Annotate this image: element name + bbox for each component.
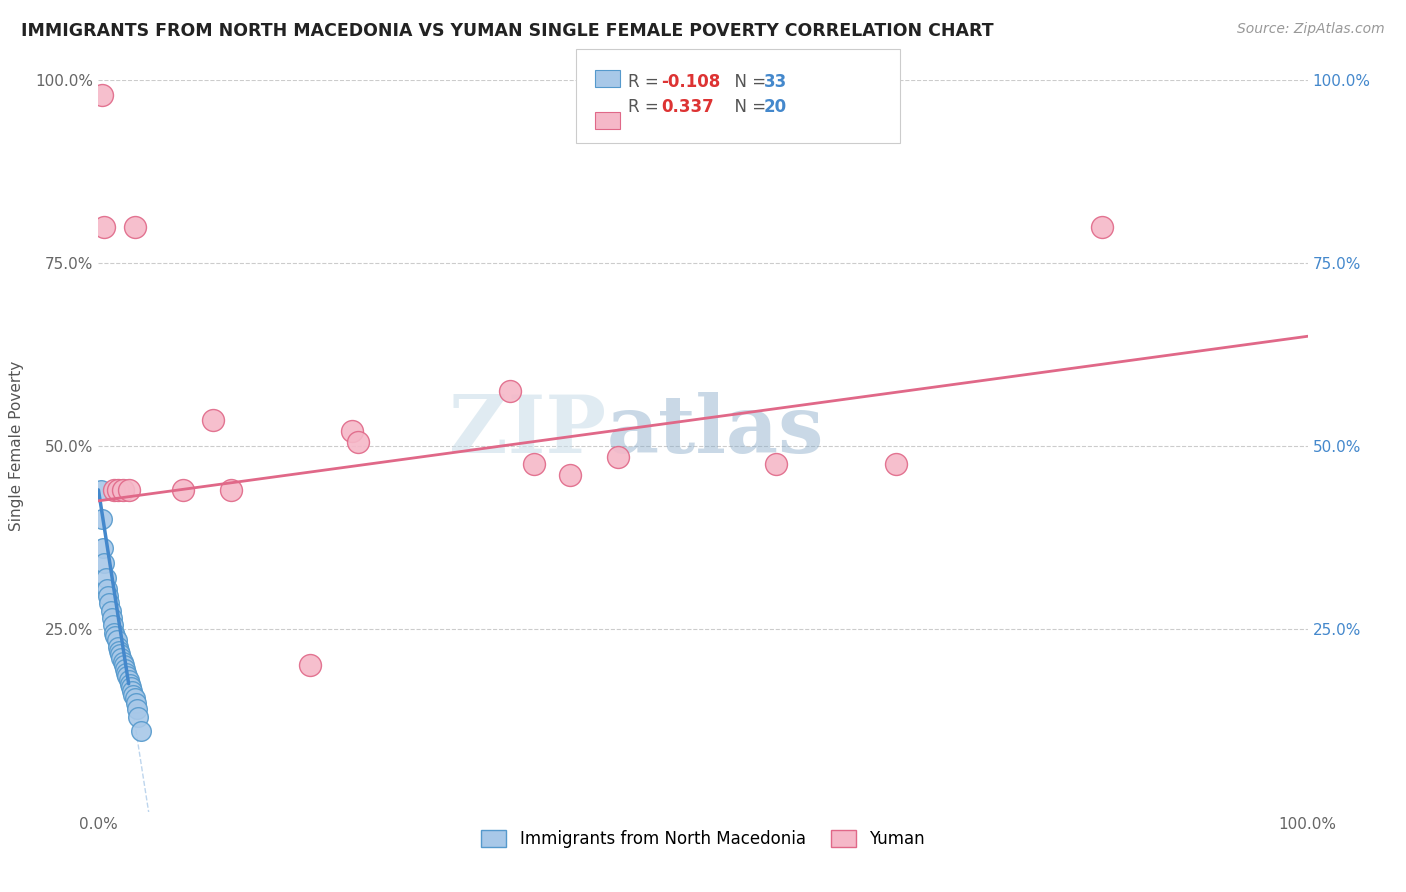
Point	[100, 603, 122, 617]
Point	[122, 688, 145, 702]
Point	[347, 435, 370, 450]
Text: IMMIGRANTS FROM NORTH MACEDONIA VS YUMAN SINGLE FEMALE POVERTY CORRELATION CHART: IMMIGRANTS FROM NORTH MACEDONIA VS YUMAN…	[21, 22, 994, 40]
Y-axis label: Single Female Poverty: Single Female Poverty	[10, 361, 24, 531]
Point	[91, 87, 114, 102]
Point	[110, 651, 132, 665]
Point	[124, 691, 146, 706]
Text: -0.108: -0.108	[661, 73, 720, 91]
Point	[118, 483, 141, 497]
Text: atlas: atlas	[606, 392, 824, 470]
Point	[93, 219, 115, 234]
Point	[111, 483, 134, 497]
Point	[111, 655, 134, 669]
Point	[118, 676, 141, 690]
Text: R =: R =	[628, 98, 665, 116]
Point	[121, 684, 143, 698]
Point	[100, 611, 122, 625]
Point	[125, 697, 148, 711]
Point	[108, 644, 131, 658]
Text: 20: 20	[763, 98, 786, 116]
Point	[221, 483, 243, 497]
Point	[558, 468, 581, 483]
Point	[97, 589, 120, 603]
Point	[117, 669, 139, 683]
Point	[523, 457, 546, 471]
Point	[90, 483, 112, 497]
Text: N =: N =	[724, 73, 772, 91]
Point	[342, 425, 364, 439]
Point	[91, 512, 114, 526]
Text: 33: 33	[763, 73, 787, 91]
Point	[107, 640, 129, 655]
Point	[607, 450, 630, 464]
Point	[108, 648, 131, 662]
Point	[115, 665, 138, 680]
Point	[1091, 219, 1114, 234]
Text: R =: R =	[628, 73, 665, 91]
Point	[101, 618, 124, 632]
Point	[202, 413, 225, 427]
Point	[94, 571, 117, 585]
Point	[498, 384, 520, 399]
Point	[93, 556, 115, 570]
Point	[98, 596, 121, 610]
Point	[127, 709, 149, 723]
Point	[112, 658, 135, 673]
Text: ZIP: ZIP	[450, 392, 606, 470]
Point	[107, 483, 129, 497]
Point	[129, 724, 152, 739]
Point	[172, 483, 194, 497]
Text: Source: ZipAtlas.com: Source: ZipAtlas.com	[1237, 22, 1385, 37]
Point	[765, 457, 787, 471]
Point	[120, 681, 142, 695]
Point	[103, 483, 125, 497]
Point	[124, 219, 146, 234]
Point	[103, 625, 125, 640]
Point	[886, 457, 908, 471]
Point	[299, 658, 322, 673]
Point	[104, 629, 127, 643]
Point	[91, 541, 114, 556]
Point	[127, 702, 149, 716]
Text: 0.337: 0.337	[661, 98, 714, 116]
Point	[96, 582, 118, 596]
Point	[114, 662, 136, 676]
Legend: Immigrants from North Macedonia, Yuman: Immigrants from North Macedonia, Yuman	[475, 823, 931, 855]
Point	[105, 632, 128, 647]
Text: N =: N =	[724, 98, 772, 116]
Point	[118, 673, 141, 687]
